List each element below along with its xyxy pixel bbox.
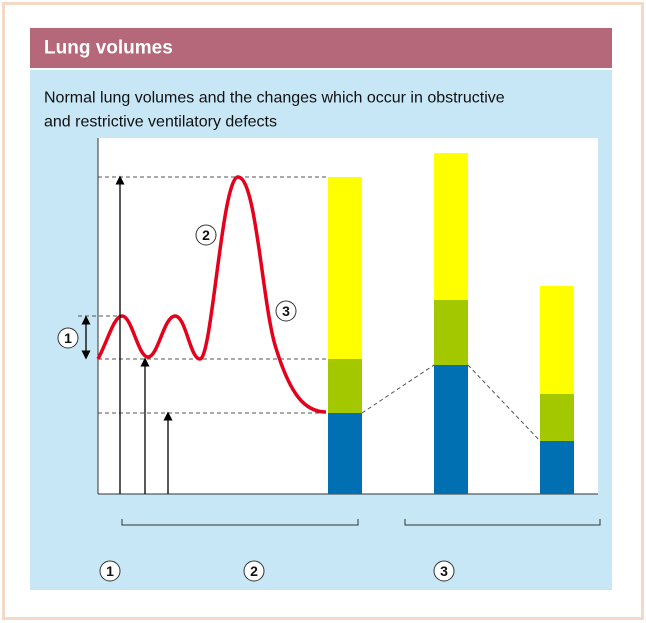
arrows	[81, 175, 173, 494]
marker-label: 2	[250, 563, 258, 579]
marker-label: 2	[202, 227, 210, 243]
breathing-curve	[96, 175, 327, 414]
title-bar	[30, 28, 612, 68]
bars	[328, 153, 574, 494]
title: Lung volumes	[44, 38, 173, 59]
markers: 1 2 3	[57, 224, 297, 349]
brackets	[121, 519, 601, 526]
marker-label: 3	[440, 563, 448, 579]
subtitle-line: Normal lung volumes and the changes whic…	[44, 90, 505, 107]
marker-label: 1	[64, 330, 72, 346]
footer-markers: 1 2 3	[99, 560, 455, 582]
subtitle-line: and restrictive ventilatory defects	[44, 114, 277, 131]
dashed-guides	[78, 176, 541, 442]
marker-label: 1	[106, 563, 114, 579]
marker-label: 3	[282, 303, 290, 319]
